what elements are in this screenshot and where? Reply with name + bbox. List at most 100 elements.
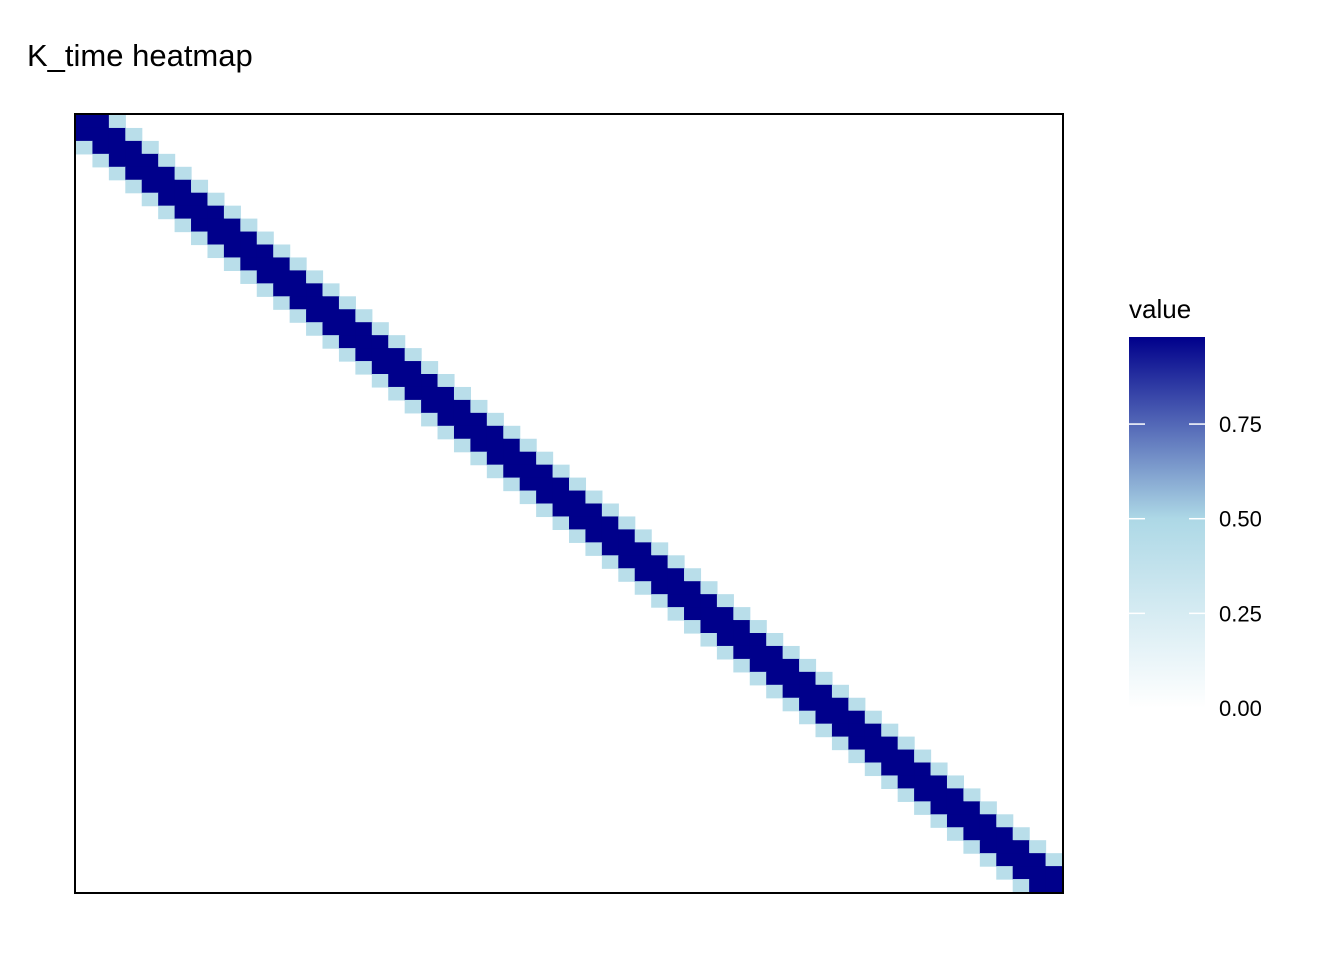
heatmap-cell (108, 166, 126, 181)
heatmap-cell (651, 568, 669, 582)
heatmap-cell (552, 464, 570, 479)
heatmap-cell (716, 607, 734, 621)
heatmap-cell (815, 671, 833, 686)
heatmap-cell (897, 749, 915, 764)
heatmap-cell (388, 348, 406, 362)
heatmap-cell (453, 438, 471, 453)
heatmap-cell (404, 348, 422, 362)
heatmap-cell (684, 620, 702, 634)
heatmap-cell (552, 490, 570, 505)
heatmap-cell (749, 620, 767, 634)
heatmap-cell (601, 555, 619, 569)
heatmap-cell (569, 529, 587, 543)
heatmap-cell (996, 866, 1014, 880)
chart-title: K_time heatmap (27, 38, 253, 73)
heatmap-cell (503, 438, 521, 453)
heatmap-cell (273, 270, 291, 284)
heatmap-cell (1045, 866, 1063, 880)
heatmap-cell (601, 503, 619, 518)
heatmap-cell (864, 762, 882, 777)
heatmap-cell (273, 244, 291, 259)
heatmap-cell (421, 386, 439, 401)
heatmap-cell (470, 399, 488, 414)
heatmap-cell (799, 658, 817, 673)
heatmap-cell (355, 322, 373, 336)
heatmap-cell (519, 477, 537, 492)
heatmap-cell (174, 179, 192, 194)
heatmap-cell (519, 451, 537, 466)
heatmap-cell (914, 775, 932, 789)
heatmap-cell (684, 581, 702, 595)
heatmap-cell (355, 361, 373, 375)
heatmap-cell (716, 594, 734, 608)
heatmap-cell (141, 192, 159, 207)
heatmap-cell (289, 270, 307, 284)
heatmap-cell (831, 697, 849, 712)
heatmap-cell (306, 309, 324, 323)
heatmap-cell (223, 244, 241, 259)
heatmap-cell (618, 529, 636, 543)
heatmap-cell (240, 244, 258, 259)
heatmap-cell (76, 127, 94, 142)
heatmap-cell (799, 684, 817, 699)
heatmap-cell (207, 192, 225, 207)
heatmap-cell (716, 620, 734, 634)
heatmap-cell (453, 386, 471, 401)
heatmap-cells (76, 115, 1063, 893)
heatmap-cell (684, 594, 702, 608)
heatmap-cell (667, 581, 685, 595)
heatmap-cell (223, 231, 241, 246)
heatmap-cell (766, 671, 784, 686)
heatmap-cell (421, 399, 439, 414)
heatmap-cell (437, 412, 455, 427)
heatmap-cell (569, 516, 587, 530)
heatmap-cell (996, 840, 1014, 854)
heatmap-cell (256, 231, 274, 246)
heatmap-cell (733, 645, 751, 660)
heatmap-cell (1045, 879, 1063, 893)
heatmap-cell (996, 827, 1014, 841)
heatmap-cell (815, 684, 833, 699)
heatmap-cell (766, 645, 784, 660)
heatmap-cell (470, 412, 488, 427)
heatmap-cell (601, 529, 619, 543)
heatmap-cell (338, 309, 356, 323)
heatmap-cell (486, 412, 504, 427)
heatmap-cell (437, 425, 455, 440)
heatmap-cell (536, 477, 554, 492)
heatmap-cell (700, 607, 718, 621)
heatmap-cell (486, 438, 504, 453)
heatmap-cell (1029, 840, 1047, 854)
heatmap-cell (684, 607, 702, 621)
heatmap-cell (552, 503, 570, 518)
heatmap-cell (601, 516, 619, 530)
heatmap-cell (963, 814, 981, 828)
heatmap-cell (667, 594, 685, 608)
heatmap-cell (240, 231, 258, 246)
heatmap-cell (306, 270, 324, 284)
heatmap-cell (569, 503, 587, 518)
heatmap-cell (92, 140, 110, 155)
heatmap-cell (421, 361, 439, 375)
heatmap-cell (437, 399, 455, 414)
heatmap-cell (76, 115, 94, 129)
heatmap-cell (371, 348, 389, 362)
heatmap-cell (815, 697, 833, 712)
heatmap-cell (700, 581, 718, 595)
heatmap-cell (914, 749, 932, 764)
heatmap-cell (306, 322, 324, 336)
legend-ticks: 0.00 0.25 0.50 0.75 (1129, 412, 1262, 721)
heatmap-cell (273, 296, 291, 310)
heatmap-cell (552, 477, 570, 492)
heatmap-cell (191, 192, 209, 207)
heatmap-cell (141, 166, 159, 181)
heatmap-cell (618, 516, 636, 530)
heatmap-cell (207, 244, 225, 259)
heatmap-cell (519, 490, 537, 505)
heatmap-cell (207, 231, 225, 246)
heatmap-cell (634, 542, 652, 556)
heatmap-cell (700, 594, 718, 608)
legend-tick-label: 0.00 (1219, 696, 1262, 721)
heatmap-cell (782, 684, 800, 699)
